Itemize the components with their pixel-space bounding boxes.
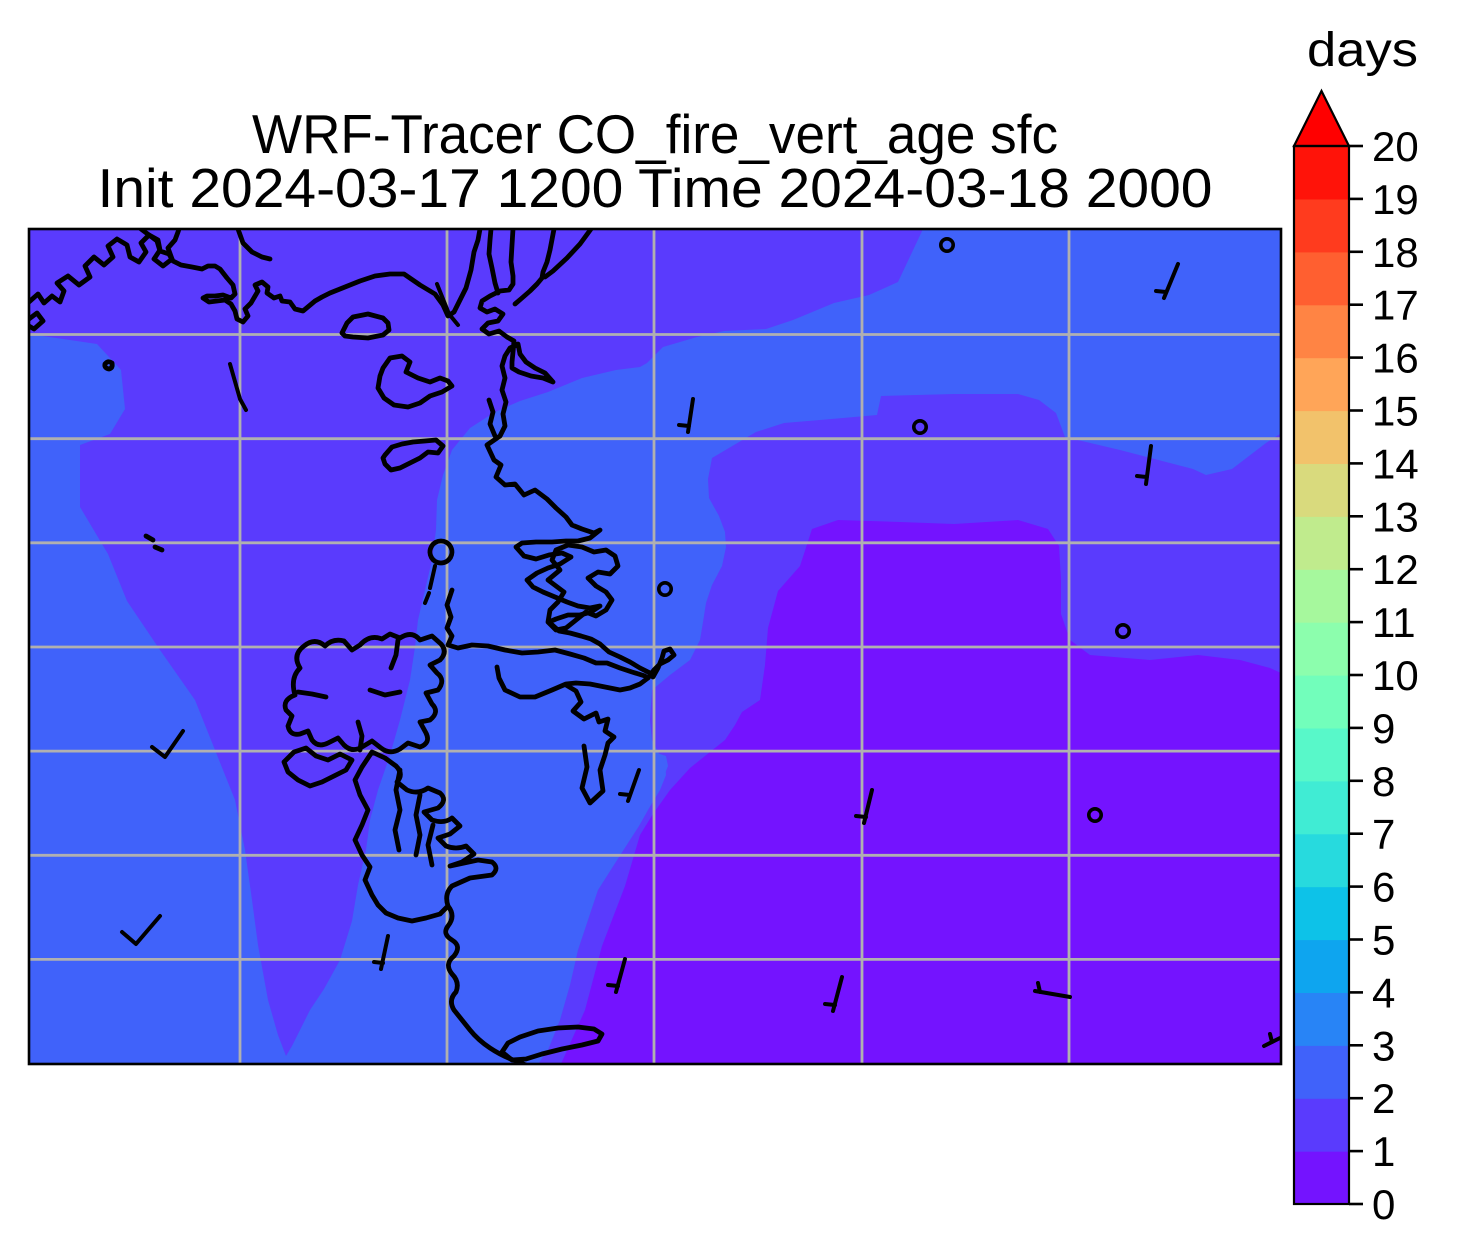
svg-text:18: 18 <box>1372 229 1419 276</box>
svg-text:19: 19 <box>1372 176 1419 223</box>
svg-text:7: 7 <box>1372 811 1395 858</box>
svg-text:12: 12 <box>1372 546 1419 593</box>
svg-text:5: 5 <box>1372 917 1395 964</box>
svg-text:2: 2 <box>1372 1075 1395 1122</box>
svg-text:11: 11 <box>1372 599 1416 646</box>
svg-text:16: 16 <box>1372 335 1419 382</box>
svg-text:17: 17 <box>1372 282 1419 329</box>
svg-text:4: 4 <box>1372 969 1395 1016</box>
svg-text:14: 14 <box>1372 440 1419 487</box>
svg-text:20: 20 <box>1372 123 1419 170</box>
svg-text:15: 15 <box>1372 388 1419 435</box>
svg-text:WRF-Tracer CO_fire_vert_age sf: WRF-Tracer CO_fire_vert_age sfc <box>252 103 1058 165</box>
svg-text:8: 8 <box>1372 758 1395 805</box>
svg-text:days: days <box>1307 24 1418 77</box>
svg-text:10: 10 <box>1372 652 1419 699</box>
svg-text:13: 13 <box>1372 493 1419 540</box>
svg-text:0: 0 <box>1372 1181 1395 1228</box>
svg-text:9: 9 <box>1372 705 1395 752</box>
svg-text:1: 1 <box>1372 1128 1395 1175</box>
svg-text:3: 3 <box>1372 1022 1395 1069</box>
svg-text:6: 6 <box>1372 864 1395 911</box>
svg-text:Init 2024-03-17 1200 Time 2024: Init 2024-03-17 1200 Time 2024-03-18 200… <box>98 157 1213 219</box>
